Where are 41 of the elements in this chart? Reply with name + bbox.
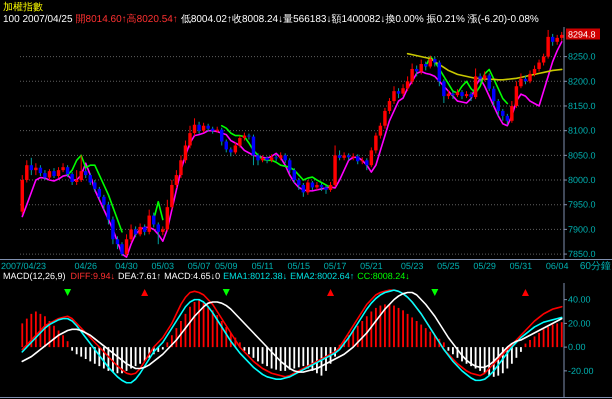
x-tick-label: 04/30 bbox=[115, 261, 138, 271]
text: MACD:4.65↓0 bbox=[164, 271, 220, 281]
x-axis-title: 60分鐘 bbox=[580, 260, 611, 272]
text: CC:8008.24↓ bbox=[357, 271, 410, 281]
text: DIFF:9.94↓ bbox=[70, 271, 116, 281]
chart-title: 加權指數 bbox=[3, 1, 43, 13]
y-tick-label: 8000.0 bbox=[568, 175, 596, 186]
y-tick-label: 8200.0 bbox=[568, 76, 596, 86]
y-tick-label: -20.00 bbox=[568, 366, 594, 376]
text: EMA1:8012.38↓ bbox=[223, 271, 288, 281]
y-tick-label: 40.00 bbox=[568, 294, 591, 305]
x-tick-label: 05/09 bbox=[215, 261, 238, 271]
text: 100 2007/04/25 bbox=[3, 14, 73, 25]
y-tick-label: 8050.0 bbox=[568, 150, 596, 160]
x-tick-label: 05/31 bbox=[510, 261, 532, 271]
text: 低8004.02↑收8008.24↓量566183↓額1400082↓換0.00% 振0.21% 漲(-6.20)-0.08% bbox=[180, 13, 539, 25]
y-tick-label: 20.00 bbox=[568, 318, 591, 328]
x-tick-label: 05/15 bbox=[288, 261, 310, 271]
text: DEA:7.61↑ bbox=[118, 271, 162, 281]
text: EMA2:8002.64↑ bbox=[290, 271, 354, 281]
annotation: 8294.8 bbox=[568, 30, 596, 40]
y-tick-label: 7900.0 bbox=[568, 224, 596, 234]
x-tick-label: 05/07 bbox=[188, 261, 210, 271]
y-tick-label: 8150.0 bbox=[568, 100, 596, 111]
x-tick-label: 05/03 bbox=[152, 261, 174, 271]
y-tick-label: 0.00 bbox=[568, 342, 586, 352]
x-tick-label: 05/21 bbox=[360, 261, 383, 271]
x-tick-label: 05/25 bbox=[437, 261, 460, 271]
text: 開8014.60↑高8020.54↑ bbox=[76, 13, 178, 25]
x-tick-label: 05/17 bbox=[324, 261, 346, 271]
y-tick-label: 8250.0 bbox=[568, 52, 596, 62]
y-tick-label: 7950.0 bbox=[568, 200, 596, 210]
x-tick-label: 05/11 bbox=[252, 261, 274, 271]
x-tick-label: 2007/04/23 bbox=[1, 261, 46, 271]
x-tick-label: 04/26 bbox=[74, 261, 97, 271]
x-tick-label: 05/29 bbox=[473, 261, 496, 271]
y-tick-label: 8100.0 bbox=[568, 126, 596, 136]
y-tick-label: 7850.0 bbox=[568, 249, 596, 260]
x-tick-label: 05/23 bbox=[400, 261, 424, 271]
x-tick-label: 06/04 bbox=[546, 261, 568, 271]
chart-title: MACD(12,26,9) bbox=[3, 271, 66, 281]
